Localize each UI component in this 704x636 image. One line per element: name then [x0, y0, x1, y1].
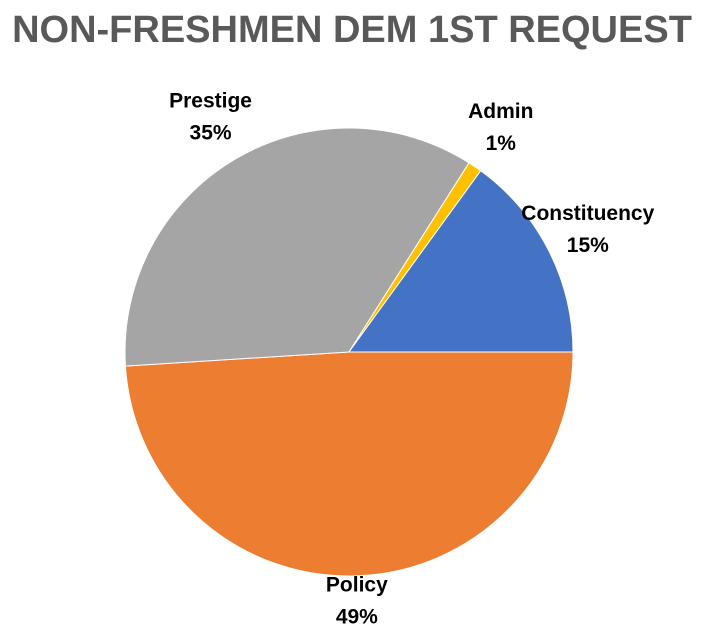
slice-label: Policy: [326, 573, 388, 596]
pie-slice: [124, 127, 470, 367]
value-label: 1%: [486, 132, 517, 155]
slice-label: Constituency: [521, 202, 654, 225]
chart-title: NON-FRESHMEN DEM 1ST REQUEST: [12, 9, 692, 51]
slice-label: Admin: [468, 100, 533, 123]
value-label: 35%: [190, 121, 232, 144]
pie-slice: [348, 170, 574, 353]
pie-slice: [124, 351, 574, 577]
slice-label: Prestige: [169, 89, 252, 112]
value-label: 15%: [567, 234, 609, 257]
value-label: 49%: [336, 605, 378, 628]
